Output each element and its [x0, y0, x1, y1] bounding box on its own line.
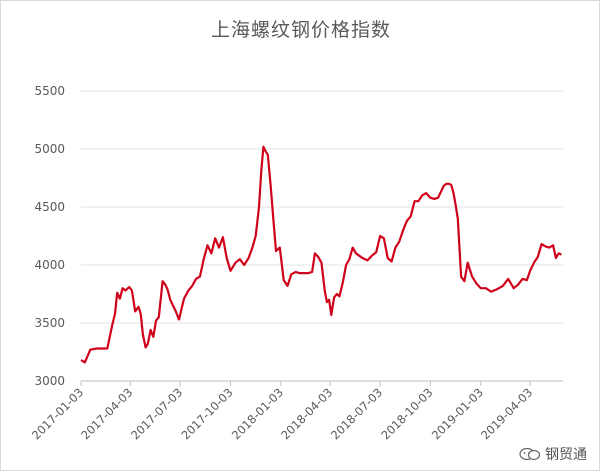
watermark-label: 钢贸通	[545, 447, 587, 463]
series-layer	[80, 145, 562, 364]
x-tick-label: 2018-07-03	[328, 385, 385, 442]
watermark: 钢贸通	[519, 444, 587, 464]
x-tick-label: 2017-01-03	[29, 385, 86, 442]
x-tick-label: 2018-04-03	[278, 385, 335, 442]
chart-title: 上海螺纹钢价格指数	[210, 19, 391, 41]
y-tick-label: 4000	[34, 258, 65, 272]
x-tick-label: 2017-07-03	[128, 385, 185, 442]
x-tick-label: 2019-04-03	[478, 385, 535, 442]
x-tick-label: 2017-04-03	[78, 385, 135, 442]
x-tick-label: 2018-01-03	[229, 385, 286, 442]
y-axis-tick-labels: 3000 3500 4000 4500 5000 5500	[34, 84, 65, 388]
wechat-logo-icon	[519, 447, 541, 461]
series-line	[80, 145, 562, 364]
y-tick-label: 5000	[34, 142, 65, 156]
x-tick-label: 2017-10-03	[178, 385, 235, 442]
y-tick-label: 5500	[34, 84, 65, 98]
y-tick-label: 4500	[34, 200, 65, 214]
x-axis-tick-labels: 2017-01-032017-04-032017-07-032017-10-03…	[29, 381, 535, 442]
x-tick-label: 2018-10-03	[378, 385, 435, 442]
y-tick-label: 3500	[34, 316, 65, 330]
y-tick-label: 3000	[34, 374, 65, 388]
x-tick-label: 2019-01-03	[429, 385, 486, 442]
